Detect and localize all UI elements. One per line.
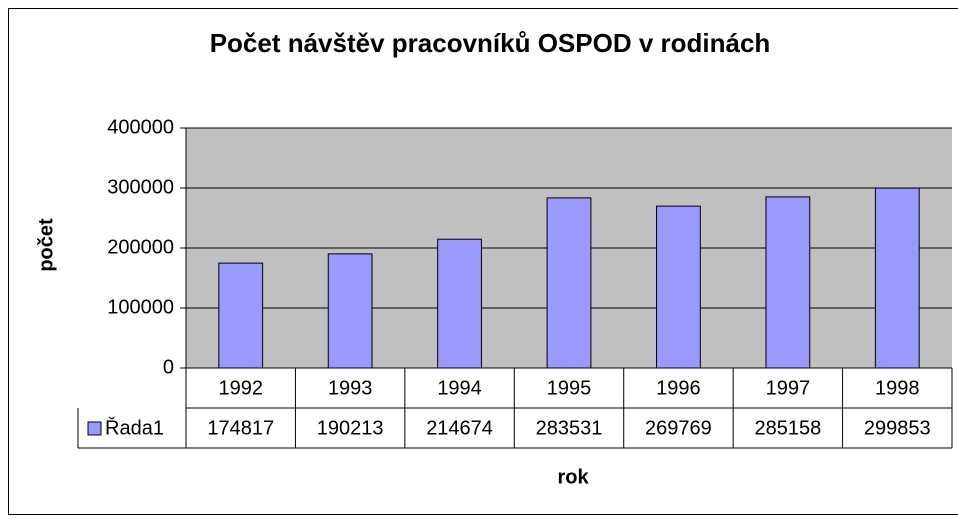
x-tick-label: 1995 bbox=[547, 377, 592, 399]
bar bbox=[218, 262, 264, 369]
x-axis-label: rok bbox=[557, 466, 589, 488]
legend-key bbox=[87, 421, 102, 436]
bar bbox=[437, 238, 482, 369]
y-tick-label: 200000 bbox=[107, 236, 174, 258]
table-value: 285158 bbox=[754, 417, 821, 439]
table-value: 214674 bbox=[426, 417, 493, 439]
table-value: 283531 bbox=[536, 417, 603, 439]
table-value: 299853 bbox=[864, 417, 931, 439]
table-value: 269769 bbox=[645, 417, 712, 439]
x-tick-label: 1996 bbox=[656, 377, 701, 399]
bar bbox=[656, 205, 701, 369]
y-tick-label: 100000 bbox=[107, 296, 174, 318]
x-tick-label: 1994 bbox=[437, 377, 482, 399]
bar bbox=[327, 253, 373, 369]
chart-title: Počet návštěv pracovníků OSPOD v rodinác… bbox=[210, 28, 771, 58]
x-tick-label: 1992 bbox=[218, 377, 263, 399]
x-tick-label: 1998 bbox=[875, 377, 920, 399]
table-value: 174817 bbox=[207, 417, 274, 439]
bar bbox=[874, 187, 920, 369]
table-value: 190213 bbox=[317, 417, 384, 439]
legend-label: Řada1 bbox=[105, 416, 164, 439]
bar bbox=[546, 197, 592, 369]
y-tick-label: 0 bbox=[163, 356, 174, 378]
x-tick-label: 1997 bbox=[766, 377, 811, 399]
y-tick-label: 300000 bbox=[107, 176, 174, 198]
y-axis-label: počet bbox=[35, 218, 57, 272]
bar bbox=[765, 196, 811, 369]
y-tick-label: 400000 bbox=[107, 116, 174, 138]
x-tick-label: 1993 bbox=[328, 377, 373, 399]
